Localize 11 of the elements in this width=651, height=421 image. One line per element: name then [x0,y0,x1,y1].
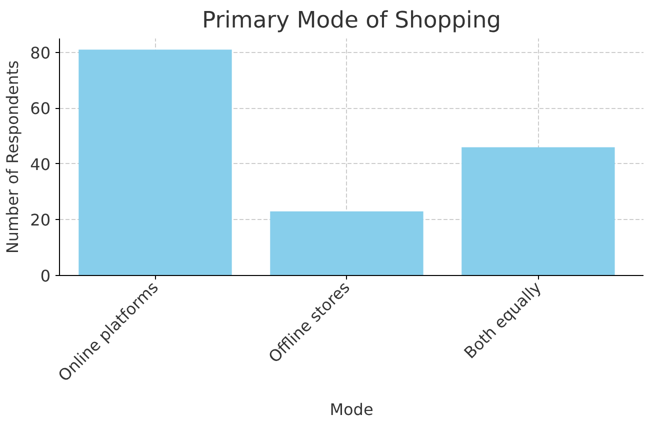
y-tick-label: 20 [30,210,50,230]
chart-title: Primary Mode of Shopping [202,8,502,34]
y-tick-label: 80 [30,43,50,62]
y-tick-label: 60 [30,99,50,118]
bar [462,147,615,276]
y-tick-label: 0 [40,266,51,286]
bar [78,50,232,276]
y-tick-label: 40 [30,154,50,174]
bar [270,211,424,276]
y-axis-title: Number of Respondents [3,60,22,254]
x-axis-title: Mode [330,400,374,419]
